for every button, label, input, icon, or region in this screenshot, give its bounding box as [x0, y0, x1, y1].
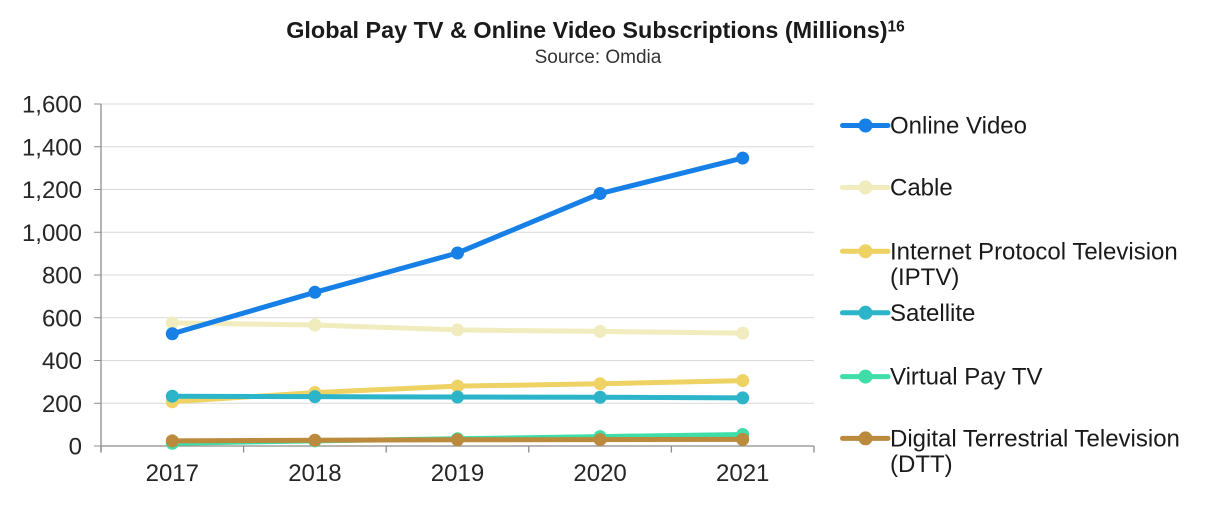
- svg-text:Source: Omdia: Source: Omdia: [535, 47, 662, 68]
- svg-text:Internet Protocol Television: Internet Protocol Television: [890, 238, 1178, 265]
- svg-text:Virtual Pay TV: Virtual Pay TV: [890, 364, 1043, 391]
- svg-text:Cable: Cable: [890, 175, 953, 202]
- svg-text:2018: 2018: [288, 460, 341, 487]
- svg-text:Global Pay TV & Online Video S: Global Pay TV & Online Video Subscriptio…: [286, 17, 905, 43]
- svg-text:1,000: 1,000: [22, 220, 82, 247]
- svg-text:Online Video: Online Video: [890, 113, 1027, 140]
- svg-text:600: 600: [42, 305, 82, 332]
- svg-text:400: 400: [42, 348, 82, 375]
- svg-text:(IPTV): (IPTV): [890, 264, 959, 291]
- svg-text:200: 200: [42, 391, 82, 418]
- svg-text:(DTT): (DTT): [890, 451, 953, 478]
- svg-text:800: 800: [42, 263, 82, 290]
- svg-text:1,200: 1,200: [22, 177, 82, 204]
- svg-text:1,400: 1,400: [22, 134, 82, 161]
- svg-text:1,600: 1,600: [22, 92, 82, 119]
- svg-text:2019: 2019: [431, 460, 484, 487]
- svg-text:2017: 2017: [146, 460, 199, 487]
- svg-text:Digital Terrestrial Television: Digital Terrestrial Television: [890, 425, 1180, 452]
- svg-text:0: 0: [69, 434, 82, 461]
- svg-text:2021: 2021: [716, 460, 769, 487]
- svg-text:Satellite: Satellite: [890, 300, 975, 327]
- svg-text:2020: 2020: [573, 460, 626, 487]
